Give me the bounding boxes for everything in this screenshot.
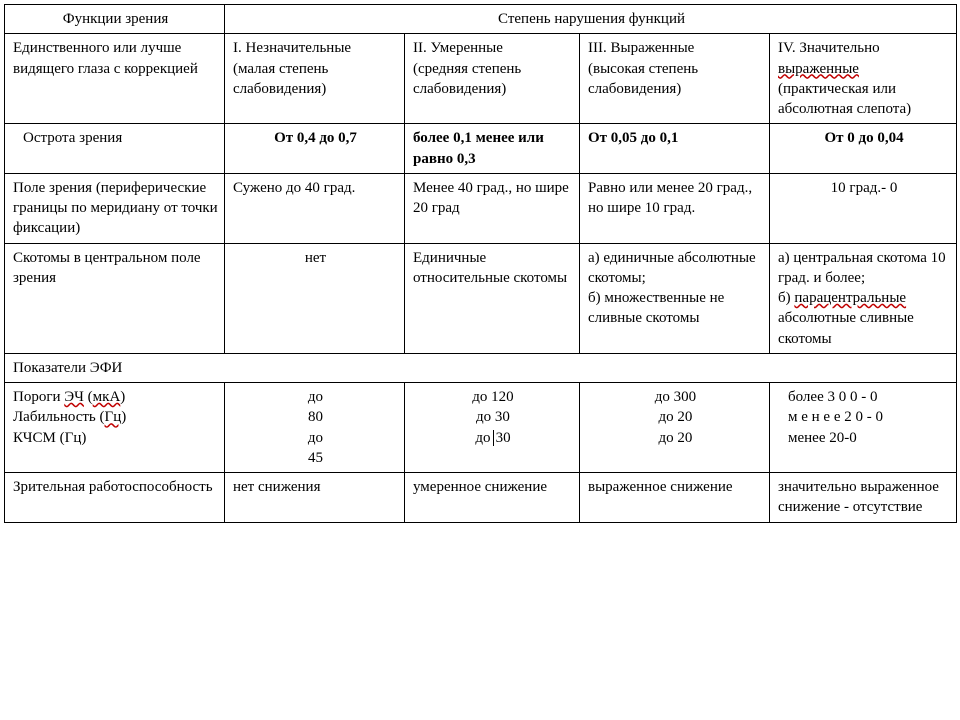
efi-c2: до 120 до 30 до 30 (405, 383, 580, 473)
efi-l1b: ЭЧ (64, 389, 84, 405)
efi-c2-l1: до 120 (472, 389, 513, 405)
efi-c4-l1: более 3 0 0 - 0 (788, 389, 877, 405)
scotoma-c2: Единичные относительные скотомы (405, 243, 580, 353)
efi-labels: Пороги ЭЧ (мкА) Лабильность (Гц) КЧСМ (Г… (5, 383, 225, 473)
col-2-header: II. Умеренные (средняя степень слабовиде… (405, 34, 580, 124)
efi-l2b: Гц (105, 409, 122, 425)
efi-l2a: Лабильность ( (13, 409, 105, 425)
efi-c4: более 3 0 0 - 0 м е н е е 2 0 - 0 менее … (770, 383, 957, 473)
col4-sub: (практическая или абсолютная слепота) (778, 81, 911, 117)
acuity-label: Острота зрения (5, 124, 225, 174)
efi-c1-l4: 45 (308, 450, 323, 466)
efi-l1d: мкА (93, 389, 121, 405)
scotoma-c3: а) единичные абсолютные скотомы; б) множ… (580, 243, 770, 353)
field-c4: 10 град.- 0 (770, 173, 957, 243)
col2-title: II. Умеренные (413, 40, 503, 56)
scotoma-label: Скотомы в центральном поле зрения (5, 243, 225, 353)
header-degree: Степень нарушения функций (225, 5, 957, 34)
field-label: Поле зрения (периферические границы по м… (5, 173, 225, 243)
efi-c2-l3b: 30 (496, 430, 511, 446)
efi-header: Показатели ЭФИ (5, 353, 957, 382)
scotoma-c4b-post: абсолютные сливные скотомы (778, 310, 914, 346)
col-1-header: I. Незначительные (малая степень слабови… (225, 34, 405, 124)
efi-c3-l1: до 300 (655, 389, 696, 405)
table-row: Функции зрения Степень нарушения функций (5, 5, 957, 34)
col3-sub: (высокая степень слабовидения) (588, 61, 698, 97)
table-row: Скотомы в центральном поле зрения нет Ед… (5, 243, 957, 353)
efi-l1c: ( (84, 389, 93, 405)
scotoma-c1: нет (225, 243, 405, 353)
scotoma-c4: а) центральная скотома 10 град. и более;… (770, 243, 957, 353)
col1-sub: (малая степень слабовидения) (233, 61, 328, 97)
scotoma-c4b-word: парацентральные (794, 290, 906, 306)
scotoma-c3b: б) множественные не сливные скотомы (588, 290, 724, 326)
col-4-header: IV. Значительно выраженные (практическая… (770, 34, 957, 124)
acuity-c2: более 0,1 менее или равно 0,3 (405, 124, 580, 174)
field-c2: Менее 40 град., но шире 20 град (405, 173, 580, 243)
efi-c2-l2: до 30 (476, 409, 510, 425)
efi-c1: до 80 до 45 (225, 383, 405, 473)
field-c1: Сужено до 40 град. (225, 173, 405, 243)
table-row: Единственного или лучше видящего глаза с… (5, 34, 957, 124)
work-c3: выраженное снижение (580, 473, 770, 523)
field-c3: Равно или менее 20 град., но шире 10 гра… (580, 173, 770, 243)
col4-title-b: выраженные (778, 61, 859, 77)
col1-title: I. Незначительные (233, 40, 351, 56)
efi-c1-l2: 80 (308, 409, 323, 425)
acuity-c3: От 0,05 до 0,1 (580, 124, 770, 174)
acuity-c1: От 0,4 до 0,7 (225, 124, 405, 174)
efi-c1-l1: до (308, 389, 323, 405)
col-3-header: III. Выраженные (высокая степень слабови… (580, 34, 770, 124)
efi-c3: до 300 до 20 до 20 (580, 383, 770, 473)
scotoma-c3a: а) единичные абсолютные скотомы; (588, 250, 756, 286)
col2-sub: (средняя степень слабовидения) (413, 61, 521, 97)
efi-l3: КЧСМ (Гц) (13, 430, 86, 446)
table-row: Показатели ЭФИ (5, 353, 957, 382)
col3-title: III. Выраженные (588, 40, 694, 56)
efi-c3-l2: до 20 (659, 409, 693, 425)
efi-c2-l3a: до (475, 430, 490, 446)
col4-title-a: IV. Значительно (778, 40, 880, 56)
efi-c4-l3: менее 20-0 (788, 430, 857, 446)
header-functions: Функции зрения (5, 5, 225, 34)
table-row: Зрительная работоспособность нет снижени… (5, 473, 957, 523)
table-row: Поле зрения (периферические границы по м… (5, 173, 957, 243)
efi-c4-l2: м е н е е 2 0 - 0 (788, 409, 883, 425)
efi-l1a: Пороги (13, 389, 64, 405)
efi-l2c: ) (121, 409, 126, 425)
scotoma-c4a: а) центральная скотома 10 град. и более; (778, 250, 946, 286)
efi-c1-l3: до (308, 430, 323, 446)
table-row: Острота зрения От 0,4 до 0,7 более 0,1 м… (5, 124, 957, 174)
acuity-c4: От 0 до 0,04 (770, 124, 957, 174)
efi-c3-l3: до 20 (659, 430, 693, 446)
work-c2: умеренное снижение (405, 473, 580, 523)
table-row: Пороги ЭЧ (мкА) Лабильность (Гц) КЧСМ (Г… (5, 383, 957, 473)
efi-l1e: ) (120, 389, 125, 405)
work-label: Зрительная работоспособность (5, 473, 225, 523)
eye-label: Единственного или лучше видящего глаза с… (5, 34, 225, 124)
vision-table: Функции зрения Степень нарушения функций… (4, 4, 957, 523)
scotoma-c4b-pre: б) (778, 290, 794, 306)
work-c4: значительно выраженное снижение - отсутс… (770, 473, 957, 523)
work-c1: нет снижения (225, 473, 405, 523)
